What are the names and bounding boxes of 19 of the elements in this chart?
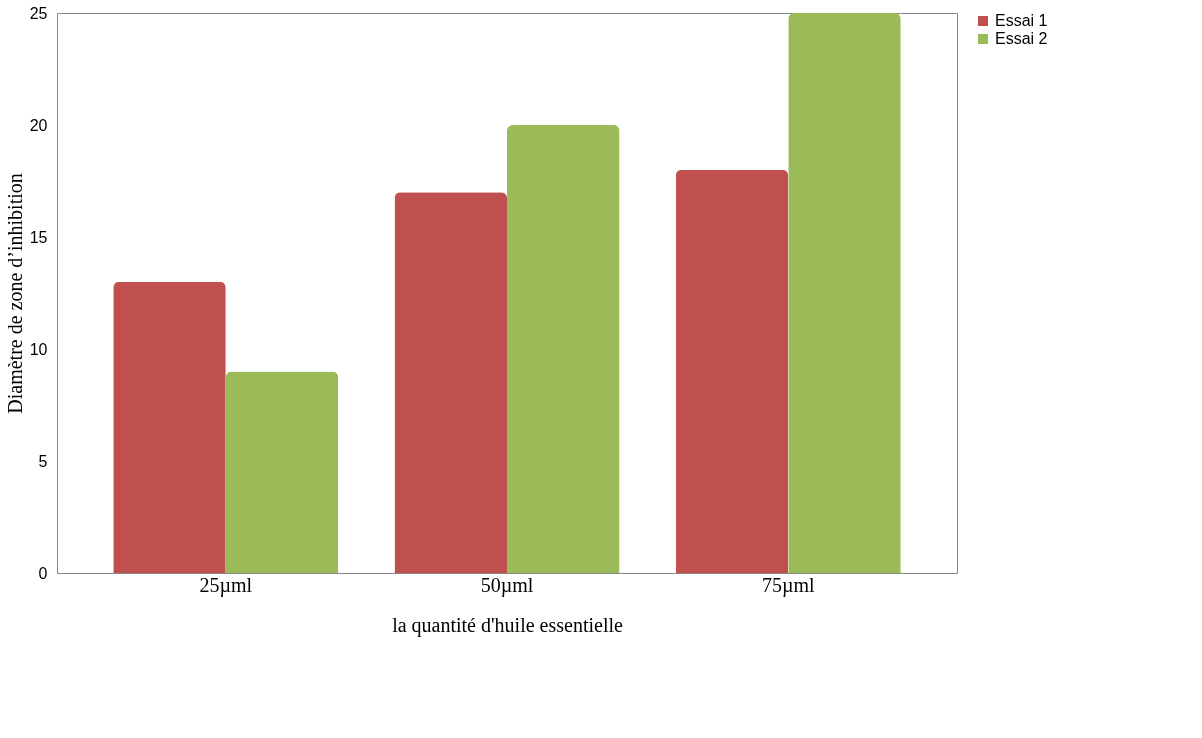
x-axis-title: la quantité d'huile essentielle: [392, 613, 623, 637]
y-tick-label: 15: [29, 228, 48, 246]
bar: [788, 13, 901, 573]
y-tick-label: 0: [38, 564, 48, 582]
legend-label: Essai 1: [995, 12, 1048, 29]
y-tick-label: 10: [29, 340, 48, 358]
x-tick-label: 25µml: [199, 573, 253, 597]
legend-label: Essai 2: [995, 30, 1048, 47]
y-axis-title: Diamètre de zone d’inhibition: [3, 173, 26, 414]
bar: [675, 169, 789, 573]
y-tick-label: 5: [38, 452, 48, 470]
bar: [113, 281, 226, 573]
x-tick-label: 50µml: [480, 573, 534, 597]
bar: [394, 192, 507, 573]
bar: [225, 371, 339, 573]
x-tick-label: 75µml: [761, 573, 816, 597]
y-tick-label: 20: [29, 116, 48, 134]
y-tick-label: 25: [29, 4, 48, 22]
bar: [507, 125, 620, 573]
